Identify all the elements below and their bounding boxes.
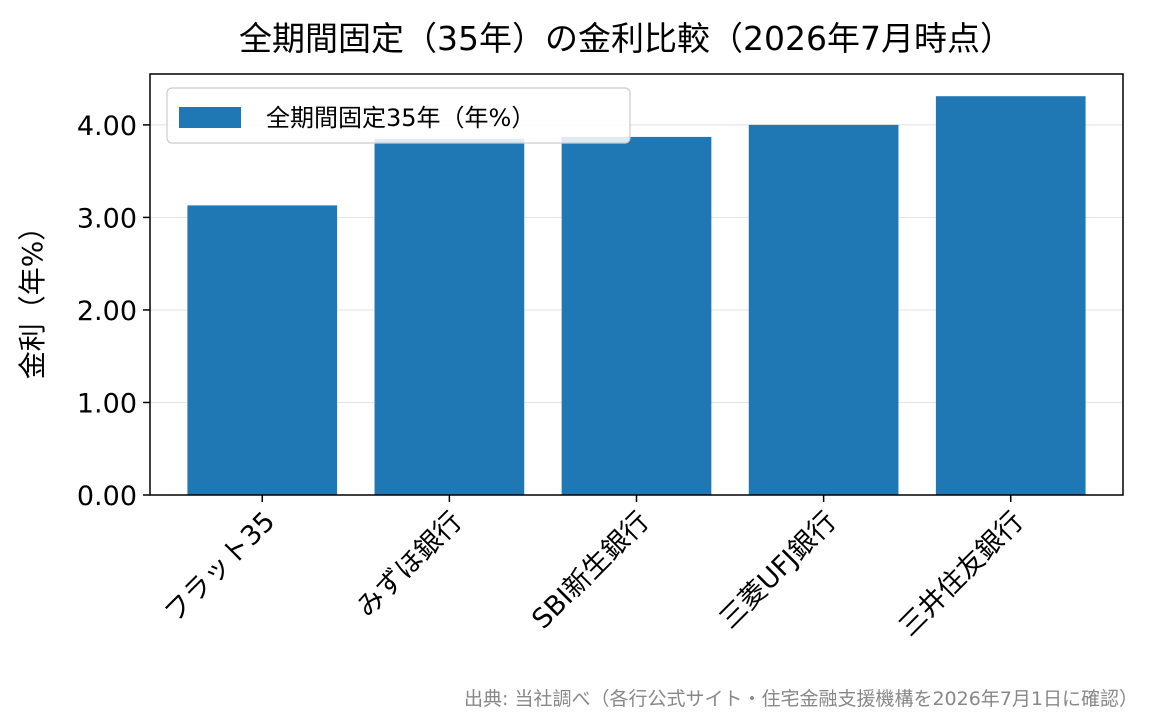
y-tick-label: 3.00 <box>77 203 137 234</box>
source-note: 出典: 当社調べ（各行公式サイト・住宅金融支援機構を2026年7月1日に確認） <box>464 688 1138 710</box>
bar-0 <box>187 205 338 495</box>
y-tick-label: 2.00 <box>77 296 137 327</box>
bar-1 <box>374 138 525 495</box>
legend-entry-label: 全期間固定35年（年%） <box>266 104 535 132</box>
y-tick-label: 1.00 <box>77 388 137 419</box>
y-tick-label: 4.00 <box>77 111 137 142</box>
legend: 全期間固定35年（年%） <box>166 87 631 144</box>
bar-2 <box>561 136 712 495</box>
y-tick-label: 0.00 <box>77 481 137 512</box>
bar-3 <box>748 124 899 495</box>
bar-4 <box>935 96 1086 495</box>
legend-frame <box>166 87 631 144</box>
y-axis: 0.00 1.00 2.00 3.00 4.00 <box>77 111 150 512</box>
bars <box>187 96 1086 495</box>
chart-title: 全期間固定（35年）の金利比較（2026年7月時点） <box>239 19 1013 58</box>
legend-swatch <box>179 107 241 128</box>
y-axis-label: 金利（年%） <box>16 213 49 380</box>
